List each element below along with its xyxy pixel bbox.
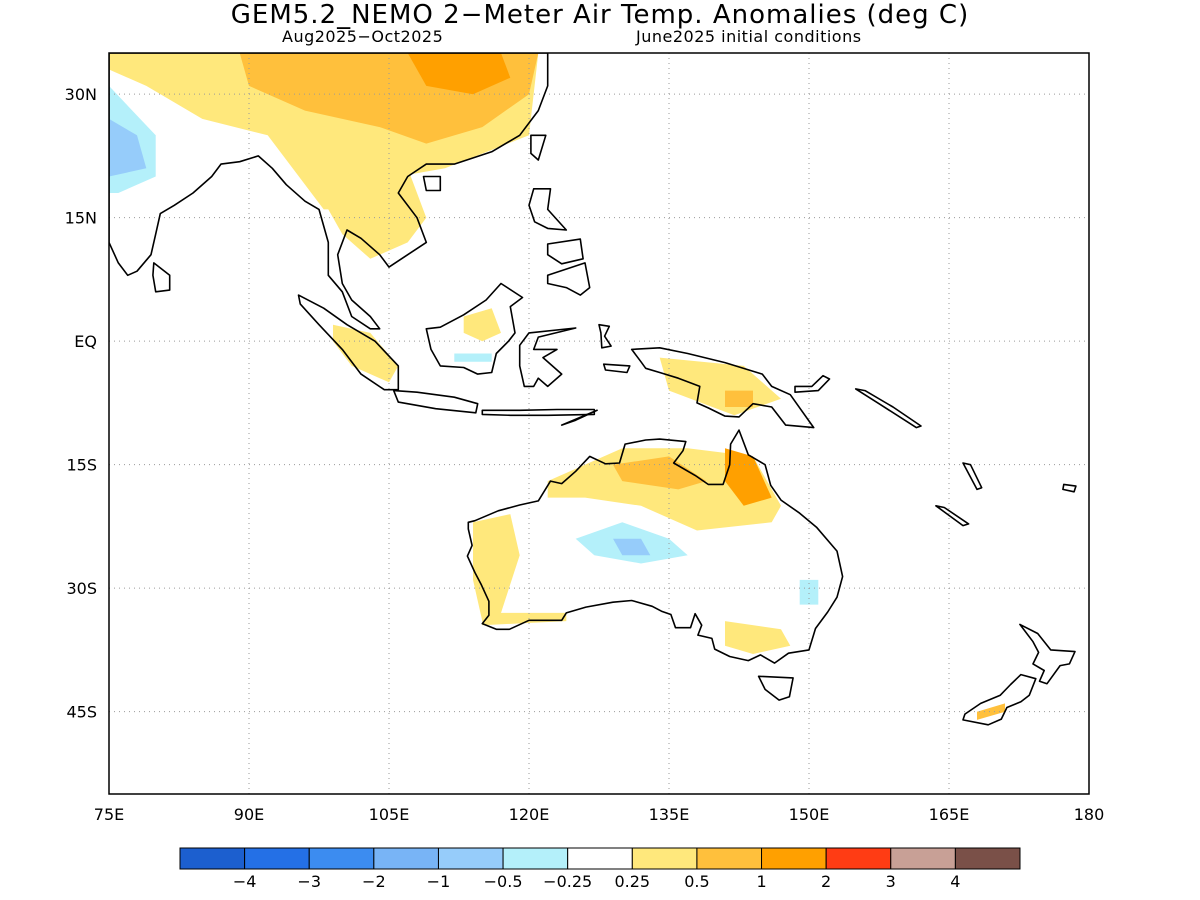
anomaly-borneo-cool (454, 353, 492, 362)
colorbar-label: −0.25 (543, 872, 592, 891)
lon-label: 135E (649, 805, 690, 824)
anomaly-cape-york-strong (725, 448, 772, 506)
initial-conditions: June2025 initial conditions (636, 27, 862, 46)
anomaly-borneo-warm (463, 308, 501, 342)
lon-label: 165E (929, 805, 970, 824)
colorbar-swatch (437, 847, 504, 870)
lon-label: 105E (369, 805, 410, 824)
coastline-new-guinea (630, 346, 815, 429)
coastline-sumatra (297, 294, 400, 391)
coastline-fiji (1062, 483, 1077, 493)
colorbar-label: 4 (950, 872, 960, 891)
map-title: GEM5.2_NEMO 2−Meter Air Temp. Anomalies … (230, 0, 970, 30)
colorbar-swatch (502, 847, 569, 870)
lat-label: 15S (66, 456, 97, 475)
longitude-labels: 75E 90E 105E 120E 135E 150E 165E 180 (94, 805, 1105, 824)
lat-label: 15N (65, 209, 97, 228)
colorbar-label: 3 (886, 872, 896, 891)
lat-label: EQ (74, 332, 97, 351)
colorbar-label: −3 (297, 872, 321, 891)
latitude-labels: 30N 15N EQ 15S 30S 45S (65, 85, 97, 722)
colorbar-label: −4 (233, 872, 257, 891)
coastline-new-caledonia (935, 504, 970, 527)
coastline-solomon-islands (854, 388, 922, 429)
colorbar-swatch (825, 847, 892, 870)
anomaly-australia-interior-cool-core (613, 538, 651, 556)
colorbar-swatch (954, 847, 1021, 870)
coastline-java (392, 389, 479, 414)
coastline-halmahera (598, 323, 612, 349)
colorbar-label: 2 (821, 872, 831, 891)
coastline-mindanao (546, 262, 591, 296)
colorbar-label: −1 (427, 872, 451, 891)
coastline-visayas (546, 238, 584, 265)
coastline-nz-south (962, 673, 1037, 726)
colorbar-swatch (696, 847, 763, 870)
anomaly-india-cool-core (109, 118, 147, 177)
anomaly-victoria-warm (725, 621, 791, 654)
colorbar-swatch (890, 847, 956, 870)
anomaly-nz-warm (977, 703, 1005, 720)
coastline-hainan (422, 175, 442, 192)
anomaly-png-warm-core (725, 390, 753, 407)
colorbar-swatch (761, 847, 827, 870)
coastline-taiwan (530, 134, 547, 161)
colorbar-swatch (179, 847, 246, 870)
coastline-seram (602, 363, 631, 374)
coastline-sulawesi (518, 327, 577, 388)
lat-label: 30N (65, 85, 97, 104)
anomaly-australia-west (473, 514, 520, 622)
anomaly-australia-north (547, 448, 781, 531)
colorbar-label: 1 (756, 872, 766, 891)
coastline-tasmania (757, 675, 794, 701)
coastline-asia-mainland (109, 53, 549, 330)
coastline-lesser-sunda (481, 408, 596, 417)
coastline-vanuatu (962, 462, 983, 491)
lat-label: 30S (66, 579, 97, 598)
anomaly-nsw-cool (799, 579, 819, 605)
lon-label: 120E (509, 805, 550, 824)
forecast-period: Aug2025−Oct2025 (282, 27, 444, 46)
colorbar-label: −2 (362, 872, 386, 891)
colorbar-swatch (567, 847, 633, 870)
lon-label: 75E (94, 805, 124, 824)
coastline-layer (109, 53, 1077, 726)
coastline-borneo (425, 282, 524, 375)
colorbar-swatch (244, 847, 310, 870)
colorbar-label: 0.5 (684, 872, 709, 891)
lon-label: 150E (789, 805, 830, 824)
anomaly-indochina-warm (314, 168, 427, 259)
coastline-sri-lanka (152, 262, 171, 293)
colorbar-label: 0.25 (614, 872, 650, 891)
grid-layer (109, 53, 1089, 794)
anomaly-fill-layer (109, 53, 1005, 720)
colorbar-swatch (631, 847, 698, 870)
coastline-nz-north (1019, 623, 1076, 685)
map-frame (108, 52, 1090, 795)
coastline-australia (466, 429, 844, 664)
lat-label: 45S (66, 703, 97, 722)
anomaly-australia-north-core (613, 456, 707, 490)
colorbar: −4 −3 −2 −1 −0.5 −0.25 0.25 0.5 1 2 3 4 (179, 847, 1021, 891)
coastline-new-britain (794, 374, 831, 394)
lon-label: 180 (1074, 805, 1105, 824)
anomaly-china-strong (407, 53, 511, 95)
lon-label: 90E (234, 805, 264, 824)
map-background (109, 53, 1089, 794)
colorbar-swatch (308, 847, 375, 870)
anomaly-sumatra-warm (333, 324, 399, 383)
colorbar-label: −0.5 (484, 872, 523, 891)
coastline-timor (560, 409, 598, 426)
colorbar-swatch (373, 847, 439, 870)
coastline-luzon (528, 188, 568, 231)
anomaly-australia-south (482, 612, 567, 626)
